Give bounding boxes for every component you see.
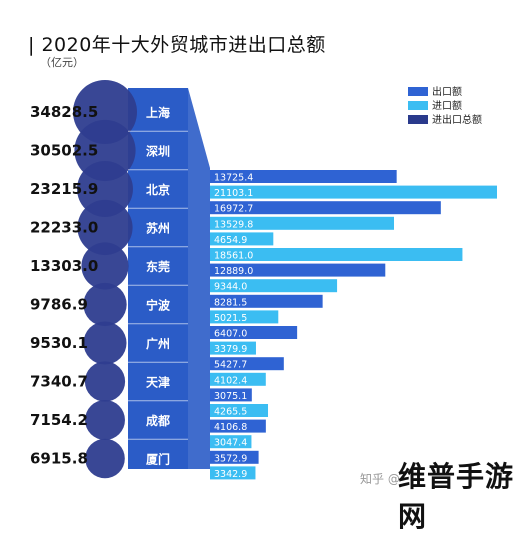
bar-label: 3379.9 <box>214 344 247 355</box>
bar <box>210 450 259 464</box>
city-label: 天津 <box>146 375 170 390</box>
total-circle <box>83 321 127 365</box>
total-label: 9530.1 <box>30 334 88 352</box>
logo-text: 维普手游网 <box>398 460 515 533</box>
bar <box>210 248 463 261</box>
bar-label: 16972.7 <box>214 204 253 215</box>
city-label: 厦门 <box>146 452 170 467</box>
total-circle <box>84 361 126 402</box>
bar-label: 5427.7 <box>214 360 247 371</box>
total-label: 22233.0 <box>30 219 98 237</box>
total-label: 9786.9 <box>30 296 88 314</box>
bar-label: 6407.0 <box>214 329 247 340</box>
bar-label: 3047.4 <box>214 438 247 449</box>
legend-item: 进出口总额 <box>432 113 482 126</box>
bar <box>210 419 266 433</box>
city-label: 成都 <box>146 413 170 428</box>
bar <box>210 263 386 277</box>
total-circle <box>81 242 129 290</box>
total-label: 13303.0 <box>30 257 98 275</box>
bar-label: 3075.1 <box>214 391 247 402</box>
bar <box>210 170 397 183</box>
bar <box>210 294 323 308</box>
city-label: 广州 <box>146 336 170 351</box>
fan-connector <box>188 88 210 469</box>
bar-label: 4265.5 <box>214 407 247 418</box>
legend-item: 进口额 <box>432 99 462 112</box>
total-circle <box>83 282 127 327</box>
bar-label: 4654.9 <box>214 235 247 246</box>
chart-svg: 34828.5 上海 30502.5 深圳 23215.9 北京 22233.0 苏州 1330… <box>30 80 497 480</box>
bar-label: 13529.8 <box>214 219 253 230</box>
bar <box>210 388 252 402</box>
bar-label: 8281.5 <box>214 297 247 308</box>
bar <box>210 326 298 339</box>
bar-label: 12889.0 <box>214 266 253 277</box>
city-label: 上海 <box>146 105 170 120</box>
city-label: 北京 <box>146 182 170 197</box>
bar-label: 3342.9 <box>214 469 247 480</box>
bar <box>210 216 395 230</box>
bar <box>210 372 266 386</box>
bar <box>210 279 338 293</box>
bar <box>210 232 274 246</box>
total-label: 7154.2 <box>30 411 88 429</box>
bar-label: 5021.5 <box>214 313 247 324</box>
city-label: 宁波 <box>146 298 171 313</box>
page-title: | 2020年十大外贸城市进出口总额 <box>28 34 326 56</box>
total-circle <box>85 400 125 440</box>
total-circle <box>85 438 125 479</box>
bar <box>210 435 252 449</box>
bar <box>210 201 441 215</box>
total-label: 6915.8 <box>30 450 88 468</box>
bar <box>210 357 284 371</box>
total-label: 23215.9 <box>30 180 98 198</box>
watermark-source: 知乎 @ <box>360 472 400 486</box>
bar-label: 4106.8 <box>214 422 247 433</box>
legend-swatch <box>408 115 428 124</box>
bar-label: 13725.4 <box>214 173 253 184</box>
legend-item: 出口额 <box>432 85 462 98</box>
bar-label: 9344.0 <box>214 282 247 293</box>
bar-label: 18561.0 <box>214 251 253 262</box>
unit-label: （亿元） <box>40 56 84 69</box>
city-label: 苏州 <box>146 221 170 236</box>
total-label: 30502.5 <box>30 142 98 160</box>
bar-label: 3572.9 <box>214 453 247 464</box>
city-label: 深圳 <box>146 144 170 159</box>
bar <box>210 341 256 355</box>
city-label: 东莞 <box>146 259 170 274</box>
total-circle <box>77 199 133 256</box>
city-band <box>128 88 188 469</box>
total-label: 34828.5 <box>30 103 98 121</box>
bar <box>210 404 269 417</box>
bar <box>210 466 256 480</box>
legend-swatch <box>408 101 428 110</box>
bar <box>210 185 497 199</box>
total-circle <box>77 161 133 217</box>
total-label: 7340.7 <box>30 373 88 391</box>
legend-swatch <box>408 87 428 96</box>
bar <box>210 310 279 324</box>
bar-label: 21103.1 <box>214 188 253 199</box>
bar-label: 4102.4 <box>214 375 247 386</box>
